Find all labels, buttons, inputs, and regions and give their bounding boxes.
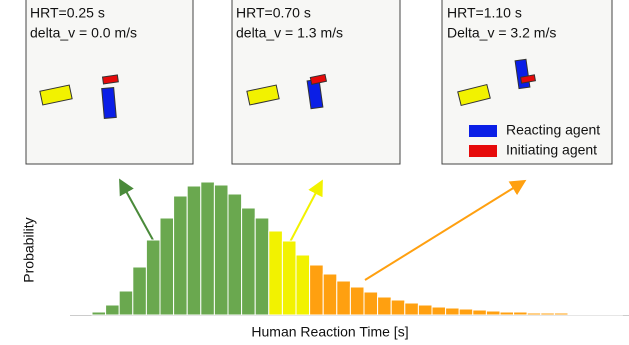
bar [458, 308, 474, 316]
panel-text: HRT=0.25 s [30, 5, 105, 21]
panel-text: delta_v = 1.3 m/s [236, 25, 343, 41]
bar [145, 239, 161, 316]
bar [336, 280, 351, 316]
panel-text: delta_v = 0.0 m/s [30, 25, 137, 41]
bar [227, 193, 243, 316]
bar [200, 181, 215, 316]
car [39, 84, 73, 106]
car [101, 86, 117, 120]
bar [132, 266, 147, 316]
bar [213, 184, 229, 316]
bar [499, 311, 515, 316]
bar [553, 312, 569, 316]
bar [295, 254, 311, 316]
x-axis-label: Human Reaction Time [s] [251, 324, 408, 340]
car [309, 73, 328, 85]
bar [349, 286, 365, 316]
y-axis-label: Probability [21, 217, 37, 282]
car [520, 74, 536, 84]
bar [431, 306, 447, 316]
arrow [364, 179, 527, 281]
bar [540, 312, 555, 316]
legend-label: Initiating agent [506, 142, 597, 158]
bar [91, 311, 107, 316]
arrow [289, 179, 323, 243]
bar [404, 302, 419, 316]
bar [159, 217, 175, 316]
bar [526, 312, 542, 316]
bar [241, 207, 256, 316]
panel-text: HRT=0.70 s [236, 5, 311, 21]
bar [309, 264, 324, 316]
panel-text: Delta_v = 3.2 m/s [447, 25, 556, 41]
bar [254, 217, 270, 316]
bar [118, 290, 134, 316]
car [101, 74, 119, 85]
legend-swatch [469, 145, 497, 157]
panels [25, 0, 613, 165]
bar [173, 195, 188, 316]
arrow [119, 178, 154, 241]
bar [581, 313, 596, 316]
legend-label: Reacting agent [506, 122, 600, 138]
bar [390, 299, 406, 316]
panel-text: HRT=1.10 s [447, 5, 522, 21]
bar [322, 273, 338, 316]
bar [268, 230, 283, 316]
bar [186, 185, 202, 316]
bar [594, 313, 610, 316]
bar [445, 307, 460, 316]
bar [513, 311, 528, 316]
bar [485, 310, 501, 316]
bar [363, 291, 379, 316]
car [246, 84, 280, 106]
bar [567, 313, 583, 316]
car [457, 83, 491, 107]
bar [281, 240, 297, 316]
legend-swatch [469, 125, 497, 137]
bar [377, 296, 392, 316]
bar [472, 309, 487, 316]
bar [417, 304, 433, 316]
bar [608, 313, 623, 316]
bar [105, 304, 120, 316]
